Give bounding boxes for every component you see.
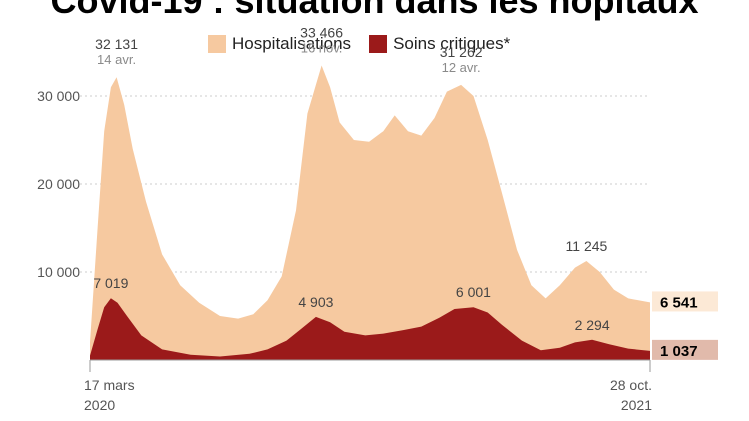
legend-swatch-soins-critiques xyxy=(369,35,388,53)
y-tick-label: 30 000 xyxy=(37,88,80,104)
peak-value-label: 7 019 xyxy=(93,275,128,291)
x-tick-label: 17 mars xyxy=(84,377,135,393)
legend-label-hospitalisations: Hospitalisations xyxy=(232,34,352,53)
series-area-soins-critiques xyxy=(90,298,650,360)
y-tick-label: 10 000 xyxy=(37,264,80,280)
end-value-band xyxy=(652,291,718,312)
peak-date-label: 14 avr. xyxy=(97,52,136,67)
end-value-label: 1 037 xyxy=(660,343,698,360)
peak-value-label: 33 466 xyxy=(300,24,343,40)
peak-value-label: 4 903 xyxy=(298,294,333,310)
x-tick-sublabel: 2021 xyxy=(621,397,652,413)
end-value-label: 6 541 xyxy=(660,294,698,311)
legend-label-soins-critiques: Soins critiques* xyxy=(393,34,511,53)
peak-value-label: 31 262 xyxy=(440,44,483,60)
series-area-hospitalisations xyxy=(90,65,650,360)
x-tick-sublabel: 2020 xyxy=(84,397,115,413)
peak-value-label: 32 131 xyxy=(95,36,138,52)
chart-legend: Hospitalisations Soins critiques* xyxy=(208,34,528,54)
legend-item-soins-critiques: Soins critiques* xyxy=(369,34,510,54)
peak-value-label: 2 294 xyxy=(575,317,610,333)
peak-date-label: 12 avr. xyxy=(442,60,481,75)
y-tick-label: 20 000 xyxy=(37,176,80,192)
peak-value-label: 11 245 xyxy=(566,238,608,254)
end-value-band xyxy=(652,339,718,360)
peak-value-label: 6 001 xyxy=(456,284,491,300)
legend-swatch-hospitalisations xyxy=(208,35,226,53)
x-tick-label: 28 oct. xyxy=(610,377,652,393)
peak-date-label: 16 nov. xyxy=(301,40,343,55)
chart-title: Covid-19 : situation dans les hôpitaux xyxy=(50,0,699,21)
legend-item-hospitalisations: Hospitalisations xyxy=(208,34,351,54)
